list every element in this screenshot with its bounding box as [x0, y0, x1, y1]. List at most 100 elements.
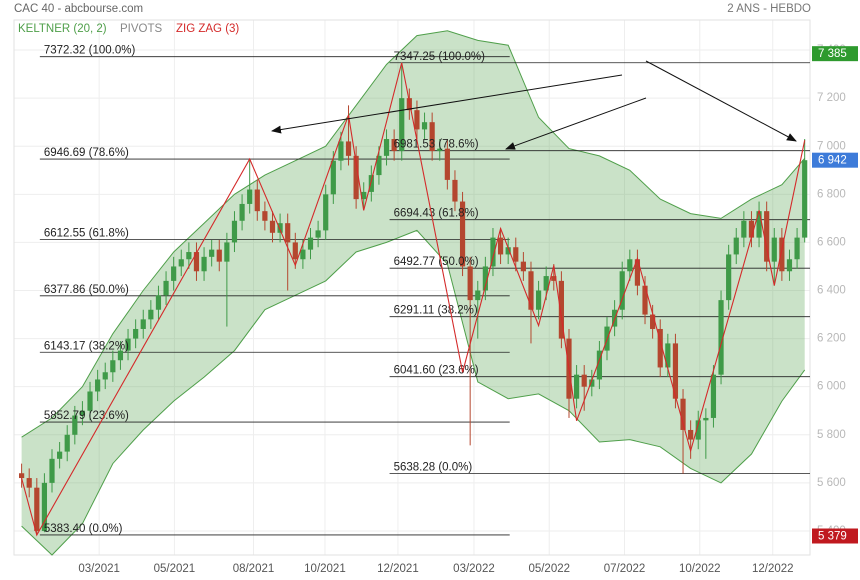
pivot-label: 5852.79 (23.6%)	[44, 410, 129, 422]
pivot-label: 6041.60 (23.6%)	[394, 365, 479, 377]
x-tick-label: 12/2021	[377, 563, 419, 575]
pivot-label: 5638.28 (0.0%)	[394, 462, 473, 474]
candle-body	[361, 191, 367, 200]
candle-body	[140, 319, 146, 329]
annotation-arrow	[505, 97, 647, 150]
candle-body	[642, 285, 648, 315]
candle-body	[414, 110, 420, 130]
annotation-arrow	[271, 74, 623, 134]
candle-body	[627, 259, 633, 272]
x-tick-label: 07/2022	[604, 563, 646, 575]
pivot-label: 5383.40 (0.0%)	[44, 523, 123, 535]
candle-body	[353, 155, 359, 200]
candle-body	[34, 487, 40, 531]
keltner-upper	[21, 30, 806, 438]
candle-body	[262, 211, 268, 221]
candle-body	[695, 420, 701, 440]
period-label: 2 ANS - HEBDO	[727, 3, 811, 15]
candle-body	[710, 374, 717, 418]
candle-body	[209, 249, 215, 257]
y-tick-label: 5 600	[817, 477, 846, 489]
candle-body	[239, 203, 245, 221]
candle-body	[133, 328, 139, 339]
keltner-fill	[21, 30, 805, 556]
y-tick-label: 6 600	[817, 236, 846, 248]
candle-body	[155, 295, 162, 310]
candle-body	[467, 266, 473, 301]
candle-body	[459, 201, 466, 267]
pivot-label: 6612.55 (61.8%)	[44, 227, 129, 239]
candle-body	[452, 179, 458, 202]
candle-body	[117, 350, 124, 361]
candle-body	[497, 237, 504, 255]
candle-body	[345, 141, 352, 156]
plot-frame	[13, 19, 811, 556]
x-tick-label: 12/2022	[752, 563, 794, 575]
candle-body	[437, 148, 443, 152]
x-tick-label: 03/2021	[78, 563, 120, 575]
candle-body	[72, 415, 78, 435]
candle-body	[688, 429, 694, 440]
x-tick-label: 10/2022	[679, 563, 721, 575]
candle-body	[718, 300, 724, 375]
candle-body	[307, 237, 314, 250]
y-tick-label: 5 800	[817, 429, 846, 441]
candle-body	[672, 343, 679, 399]
candle-body	[95, 379, 101, 392]
band-layer	[21, 30, 806, 556]
price-tag-label: 7 385	[818, 48, 847, 60]
y-tick-label: 6 400	[817, 285, 846, 297]
candle-layer	[19, 62, 808, 536]
pivot-label: 6143.17 (38.2%)	[44, 340, 129, 352]
candle-body	[619, 271, 625, 310]
candle-body	[490, 237, 496, 267]
candle-body	[330, 160, 336, 195]
price-tag-label: 6 942	[818, 155, 847, 167]
pivot-label: 6946.69 (78.6%)	[44, 147, 129, 159]
candle-body	[26, 478, 32, 488]
y-tick-label: 6 000	[817, 381, 846, 393]
candle-body	[87, 391, 93, 411]
pivot-label: 6377.86 (50.0%)	[44, 284, 129, 296]
candle-body	[802, 160, 808, 238]
candle-body	[421, 122, 428, 130]
candle-body	[285, 223, 291, 243]
legend-entry: ZIG ZAG (3)	[176, 23, 239, 35]
candle-body	[505, 247, 511, 255]
candle-body	[323, 194, 329, 231]
candle-body	[779, 237, 785, 272]
x-tick-label: 05/2021	[154, 563, 196, 575]
candle-body	[444, 148, 450, 180]
candle-body	[733, 237, 739, 255]
candle-body	[741, 220, 747, 238]
candle-body	[771, 237, 777, 262]
candle-body	[41, 482, 48, 531]
candle-body	[786, 259, 793, 272]
candle-body	[19, 473, 25, 479]
pivot-label: 6981.53 (78.6%)	[394, 139, 479, 151]
y-tick-label: 6 800	[817, 188, 846, 200]
candle-body	[475, 290, 481, 301]
candle-body	[315, 230, 321, 238]
annotation-arrow	[645, 60, 797, 142]
candle-body	[748, 220, 755, 238]
candle-body	[231, 220, 238, 243]
pivot-label: 7372.32 (100.0%)	[44, 45, 136, 57]
pivot-label: 6291.11 (38.2%)	[394, 305, 478, 317]
candle-body	[589, 379, 595, 387]
candle-body	[558, 280, 564, 339]
price-tag-label: 5 379	[818, 531, 847, 543]
candle-body	[726, 254, 732, 301]
candle-body	[650, 314, 656, 329]
candle-body	[528, 271, 534, 310]
candle-body	[551, 276, 557, 281]
grid-layer	[13, 19, 811, 556]
candle-body	[178, 259, 184, 267]
pivot-label: 7347.25 (100.0%)	[394, 51, 486, 63]
x-tick-label: 05/2022	[528, 563, 570, 575]
candle-body	[125, 338, 131, 351]
candle-body	[79, 410, 86, 416]
candle-body	[102, 372, 108, 380]
candle-body	[201, 256, 207, 272]
